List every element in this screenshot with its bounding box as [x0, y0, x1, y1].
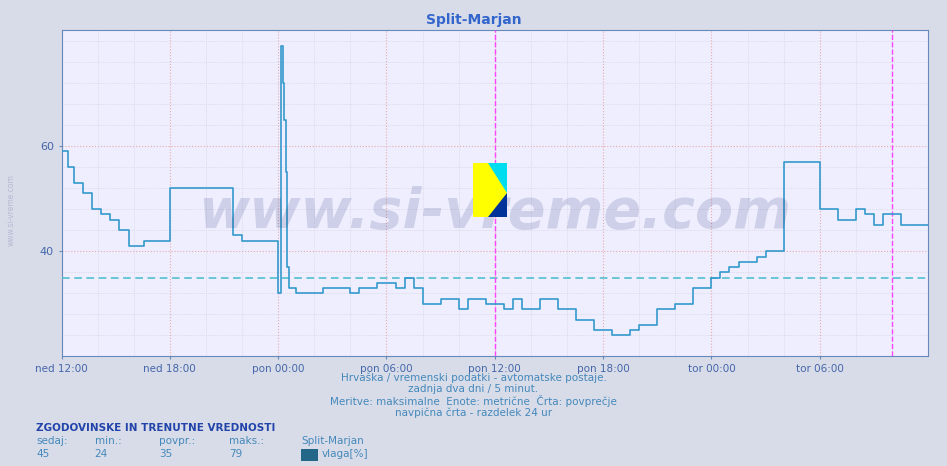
- Text: 45: 45: [36, 449, 49, 459]
- Text: Split-Marjan: Split-Marjan: [426, 13, 521, 27]
- Text: maks.:: maks.:: [229, 436, 264, 446]
- Text: www.si-vreme.com: www.si-vreme.com: [7, 174, 16, 246]
- Text: min.:: min.:: [95, 436, 121, 446]
- Text: 35: 35: [159, 449, 172, 459]
- Text: vlaga[%]: vlaga[%]: [322, 449, 368, 459]
- Text: navpična črta - razdelek 24 ur: navpična črta - razdelek 24 ur: [395, 407, 552, 418]
- Text: sedaj:: sedaj:: [36, 436, 67, 446]
- Text: 24: 24: [95, 449, 108, 459]
- Text: Hrvaška / vremenski podatki - avtomatske postaje.: Hrvaška / vremenski podatki - avtomatske…: [341, 372, 606, 383]
- Text: ZGODOVINSKE IN TRENUTNE VREDNOSTI: ZGODOVINSKE IN TRENUTNE VREDNOSTI: [36, 423, 276, 433]
- Text: povpr.:: povpr.:: [159, 436, 195, 446]
- Text: Meritve: maksimalne  Enote: metrične  Črta: povprečje: Meritve: maksimalne Enote: metrične Črta…: [331, 395, 616, 407]
- Text: zadnja dva dni / 5 minut.: zadnja dva dni / 5 minut.: [408, 384, 539, 394]
- Text: 79: 79: [229, 449, 242, 459]
- Text: Split-Marjan: Split-Marjan: [301, 436, 364, 446]
- Polygon shape: [488, 192, 507, 217]
- Polygon shape: [488, 163, 507, 192]
- Text: www.si-vreme.com: www.si-vreme.com: [198, 186, 792, 240]
